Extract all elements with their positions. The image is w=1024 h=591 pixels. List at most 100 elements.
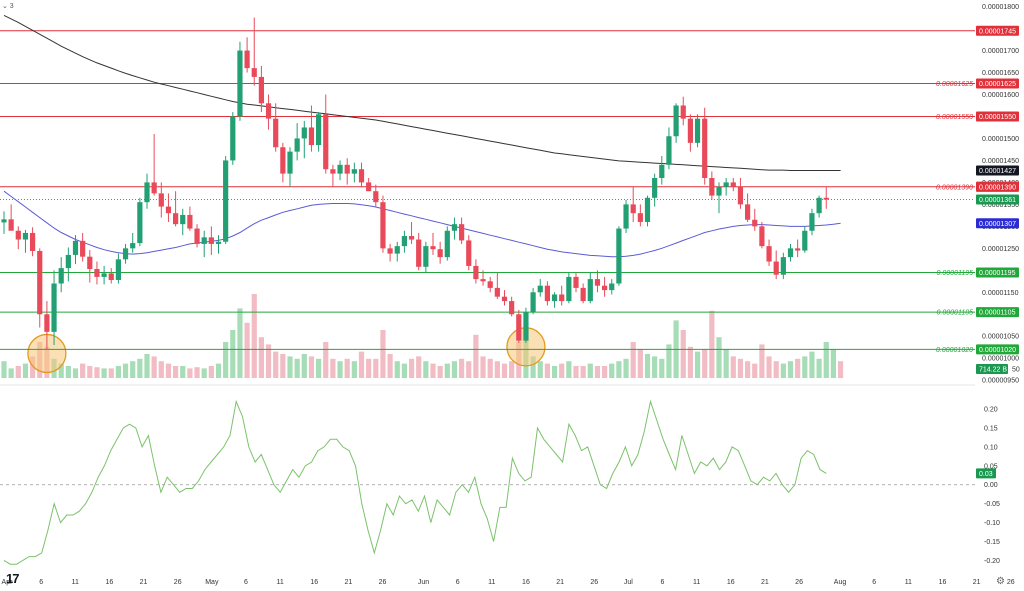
- time-axis-tick: 21: [973, 579, 981, 586]
- candle: [473, 265, 479, 280]
- candle: [537, 285, 543, 293]
- volume-bar: [580, 366, 586, 378]
- volume-bar: [687, 346, 693, 378]
- volume-bar: [423, 361, 429, 378]
- candle: [208, 237, 214, 244]
- candle: [308, 127, 315, 146]
- candle: [158, 193, 164, 207]
- gear-icon[interactable]: ⚙: [996, 576, 1005, 587]
- time-axis-tick: 6: [872, 579, 876, 586]
- candle: [108, 273, 114, 280]
- volume-bar: [280, 354, 286, 378]
- price-axis-tick: 0.00001650: [982, 70, 1019, 77]
- volume-bar: [22, 363, 29, 378]
- candle: [809, 213, 815, 231]
- candle: [44, 314, 50, 332]
- time-axis-tick: 6: [456, 579, 460, 586]
- level-price-tag-text: 0.00001625: [979, 81, 1016, 88]
- candle: [444, 230, 450, 258]
- candle: [373, 191, 379, 203]
- volume-bar: [265, 344, 272, 378]
- candle: [694, 118, 701, 143]
- volume-bar: [716, 337, 722, 378]
- candle: [15, 230, 21, 240]
- collapse-toggle[interactable]: ⌄ 3: [2, 3, 14, 10]
- price-tag: [976, 194, 1019, 205]
- volume-bar: [823, 342, 829, 378]
- candle: [37, 250, 43, 315]
- candle: [387, 248, 393, 254]
- volume-bar: [652, 356, 658, 378]
- candle: [559, 294, 565, 302]
- level-price-tag: [976, 111, 1019, 122]
- level-label: 0.00001550: [936, 114, 973, 121]
- candle: [423, 246, 429, 267]
- candle: [816, 197, 822, 214]
- volume-bar: [745, 361, 751, 378]
- volume-bar: [30, 356, 36, 378]
- volume-bar: [373, 358, 379, 378]
- candle: [244, 50, 250, 69]
- candle: [130, 243, 136, 249]
- candle: [416, 239, 422, 267]
- candle: [80, 240, 86, 257]
- volume-bar: [394, 361, 400, 378]
- volume-bar: [644, 354, 651, 378]
- candle: [759, 226, 765, 247]
- volume-bar: [594, 366, 601, 378]
- time-axis-tick: 11: [276, 579, 283, 586]
- candle: [466, 240, 472, 266]
- candle: [795, 248, 801, 251]
- candle: [509, 301, 515, 315]
- candle: [687, 118, 693, 143]
- price-tag-text: 0.00001361: [979, 197, 1016, 204]
- volume-bar: [258, 337, 264, 378]
- price-tag-text: 0.00001390: [979, 184, 1016, 191]
- candle: [8, 219, 14, 231]
- volume-bar: [115, 366, 121, 378]
- candle: [630, 204, 636, 214]
- volume-bar: [401, 363, 407, 378]
- candle: [394, 246, 400, 254]
- volume-bar: [323, 342, 329, 378]
- time-axis-tick: 16: [522, 579, 530, 586]
- candle: [637, 213, 643, 222]
- candle: [580, 287, 586, 302]
- volume-bar: [551, 366, 558, 378]
- candle: [501, 296, 508, 302]
- candle: [316, 114, 322, 146]
- time-axis-tick: 21: [556, 579, 564, 586]
- time-axis-tick: 16: [727, 579, 735, 586]
- volume-bar: [501, 363, 508, 378]
- time-axis-tick: 26: [379, 579, 387, 586]
- volume-bar: [459, 358, 465, 378]
- volume-bar: [616, 361, 622, 378]
- volume-bar: [702, 349, 708, 378]
- candle: [752, 219, 758, 227]
- level-label: 0.00001390: [936, 184, 973, 191]
- candle: [137, 202, 143, 244]
- candle: [223, 160, 229, 242]
- candle: [30, 232, 36, 251]
- candle: [644, 197, 651, 222]
- oscillator-axis-tick: 0.20: [984, 407, 998, 414]
- time-axis-tick: Aug: [834, 579, 847, 586]
- volume-bar: [223, 342, 229, 378]
- price-tag-text: 0.00001307: [979, 221, 1016, 228]
- volume-tag: [976, 364, 1008, 374]
- volume-bar: [137, 358, 143, 378]
- price-axis-tick: 0.00001150: [982, 290, 1019, 297]
- volume-bar: [773, 361, 779, 378]
- volume-bar: [759, 344, 765, 378]
- candle: [823, 197, 829, 200]
- volume-bar: [122, 363, 129, 378]
- candle: [480, 279, 486, 282]
- candle: [187, 214, 193, 229]
- time-axis-tick: 21: [345, 579, 353, 586]
- oscillator-value-tag-text: 0.03: [979, 471, 993, 478]
- candle: [730, 182, 736, 187]
- volume-bar: [230, 330, 236, 378]
- candle: [602, 285, 608, 291]
- candle: [323, 114, 329, 170]
